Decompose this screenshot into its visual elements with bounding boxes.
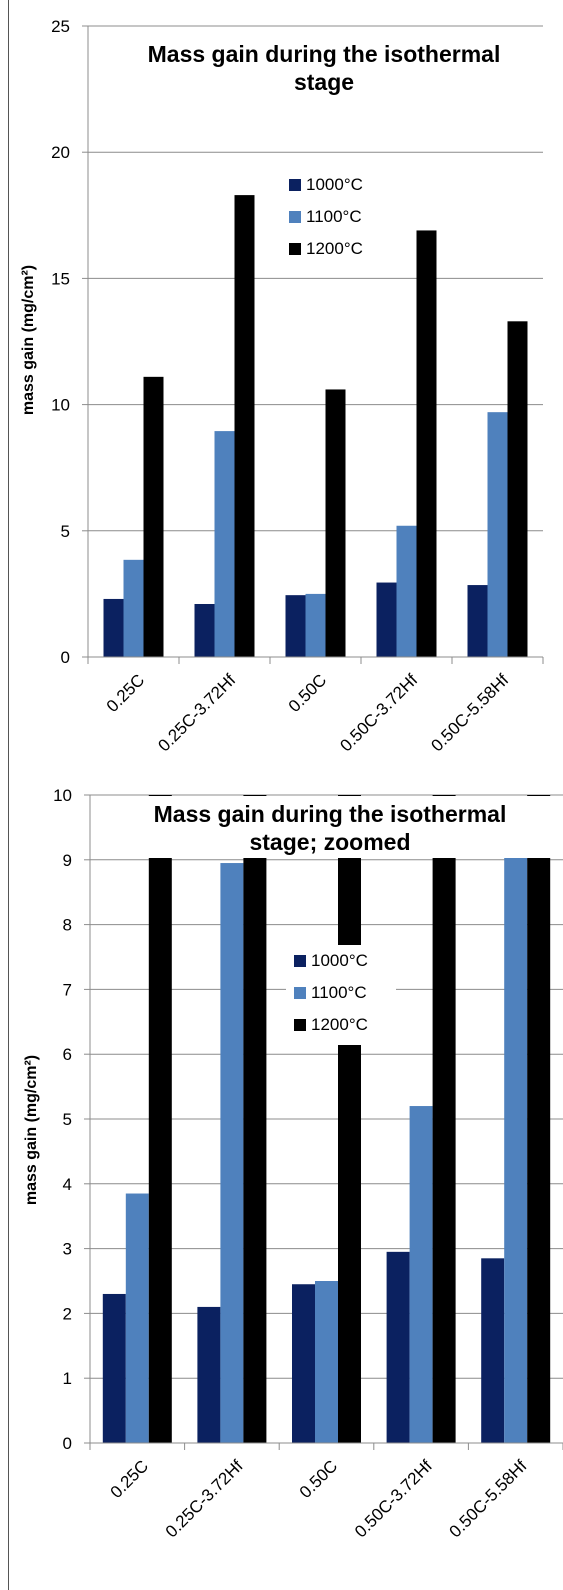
bar-1100C bbox=[214, 431, 235, 657]
y-tick-label: 3 bbox=[63, 1240, 72, 1259]
legend-swatch-1000C bbox=[294, 955, 306, 967]
bar-1200C bbox=[234, 195, 255, 657]
x-category-label: 0.25C-3.72Hf bbox=[154, 670, 239, 755]
bar-1200C bbox=[416, 230, 437, 657]
x-category-label: 0.50C-5.58Hf bbox=[446, 1456, 531, 1541]
bar-1200C bbox=[143, 376, 164, 657]
y-tick-label: 9 bbox=[63, 851, 72, 870]
y-tick-label: 6 bbox=[63, 1045, 72, 1064]
legend-entry: 1000°C bbox=[306, 175, 363, 194]
y-tick-label: 10 bbox=[51, 396, 70, 415]
bar-1200C bbox=[432, 795, 456, 1443]
x-category-label: 0.50C-3.72Hf bbox=[351, 1456, 436, 1541]
y-tick-label: 5 bbox=[61, 522, 70, 541]
y-tick-label: 4 bbox=[63, 1175, 72, 1194]
bar-1000C bbox=[386, 1251, 410, 1443]
y-tick-label: 15 bbox=[51, 269, 70, 288]
bar-1000C bbox=[376, 582, 397, 657]
bar-1200C bbox=[148, 795, 172, 1443]
bar-1100C bbox=[123, 559, 144, 657]
x-category-label: 0.50C bbox=[296, 1456, 342, 1502]
bar-1000C bbox=[467, 585, 488, 657]
x-category-label: 0.50C bbox=[285, 670, 331, 716]
bar-1100C bbox=[504, 814, 528, 1443]
bar-1100C bbox=[409, 1106, 433, 1443]
chart-panel-zoomed: 0 1 2 3 4 5 6 7 8 9 10 0.25C 0.25C-3.72Hf 0.50C 0.50C-… bbox=[0, 785, 563, 1590]
y-axis-label: mass gain (mg/cm²) bbox=[20, 265, 37, 415]
title-backdrop bbox=[110, 796, 563, 858]
x-category-label: 0.50C-5.58Hf bbox=[427, 670, 512, 755]
legend-entry: 1200°C bbox=[306, 239, 363, 258]
y-tick-label: 20 bbox=[51, 143, 70, 162]
bar-1000C bbox=[481, 1258, 505, 1443]
chart-title: Mass gain during the isothermal bbox=[148, 41, 501, 67]
y-tick-label: 25 bbox=[51, 17, 70, 36]
legend-swatch-1100C bbox=[289, 211, 301, 223]
y-tick-label: 0 bbox=[63, 1434, 72, 1453]
bar-1000C bbox=[197, 1306, 221, 1443]
bar-1000C bbox=[102, 1293, 126, 1443]
legend-swatch-1200C bbox=[289, 243, 301, 255]
bar-1000C bbox=[285, 595, 306, 657]
legend-swatch-1100C bbox=[294, 987, 306, 999]
legend-entry: 1200°C bbox=[311, 1015, 368, 1034]
bar-1100C bbox=[305, 593, 326, 657]
bar-1000C bbox=[194, 603, 215, 657]
x-category-label: 0.25C bbox=[103, 670, 149, 716]
bar-1100C bbox=[396, 525, 417, 657]
bar-1200C bbox=[243, 795, 267, 1443]
x-category-label: 0.25C-3.72Hf bbox=[162, 1456, 247, 1541]
left-frame-border bbox=[8, 0, 9, 1590]
y-tick-label: 10 bbox=[53, 786, 72, 805]
y-tick-label: 0 bbox=[61, 648, 70, 667]
bar-1100C bbox=[487, 412, 508, 657]
bar-1100C bbox=[315, 1281, 338, 1443]
bar-1100C bbox=[220, 863, 244, 1443]
bar-1200C bbox=[325, 389, 346, 657]
bar-1200C bbox=[507, 321, 528, 657]
chart-title: Mass gain during the isothermal bbox=[154, 801, 507, 827]
y-tick-label: 2 bbox=[63, 1304, 72, 1323]
x-category-label: 0.25C bbox=[107, 1456, 153, 1502]
bar-1100C bbox=[125, 1193, 149, 1443]
y-tick-label: 8 bbox=[63, 916, 72, 935]
legend-swatch-1200C bbox=[294, 1019, 306, 1031]
bar-1000C bbox=[103, 598, 124, 657]
y-tick-label: 5 bbox=[63, 1110, 72, 1129]
chart-title: stage; zoomed bbox=[249, 829, 410, 855]
x-category-label: 0.50C-3.72Hf bbox=[336, 670, 421, 755]
bar-1000C bbox=[292, 1284, 315, 1443]
legend-entry: 1000°C bbox=[311, 951, 368, 970]
legend-swatch-1000C bbox=[289, 179, 301, 191]
y-tick-label: 7 bbox=[63, 980, 72, 999]
bar-1200C bbox=[338, 795, 361, 1443]
chart-title: stage bbox=[294, 69, 354, 95]
legend-entry: 1100°C bbox=[311, 983, 367, 1002]
chart-panel-top: 0 5 10 15 20 25 0.25C 0.25C-3.72Hf 0.50C 0.50C-3.… bbox=[0, 0, 563, 785]
y-axis-label: mass gain (mg/cm²) bbox=[23, 1055, 40, 1205]
y-tick-label: 1 bbox=[63, 1369, 72, 1388]
bar-1200C bbox=[527, 795, 551, 1443]
mass-gain-chart: 0 5 10 15 20 25 0.25C 0.25C-3.72Hf 0.50C 0.50C-3.… bbox=[20, 17, 544, 755]
legend-entry: 1100°C bbox=[306, 207, 362, 226]
